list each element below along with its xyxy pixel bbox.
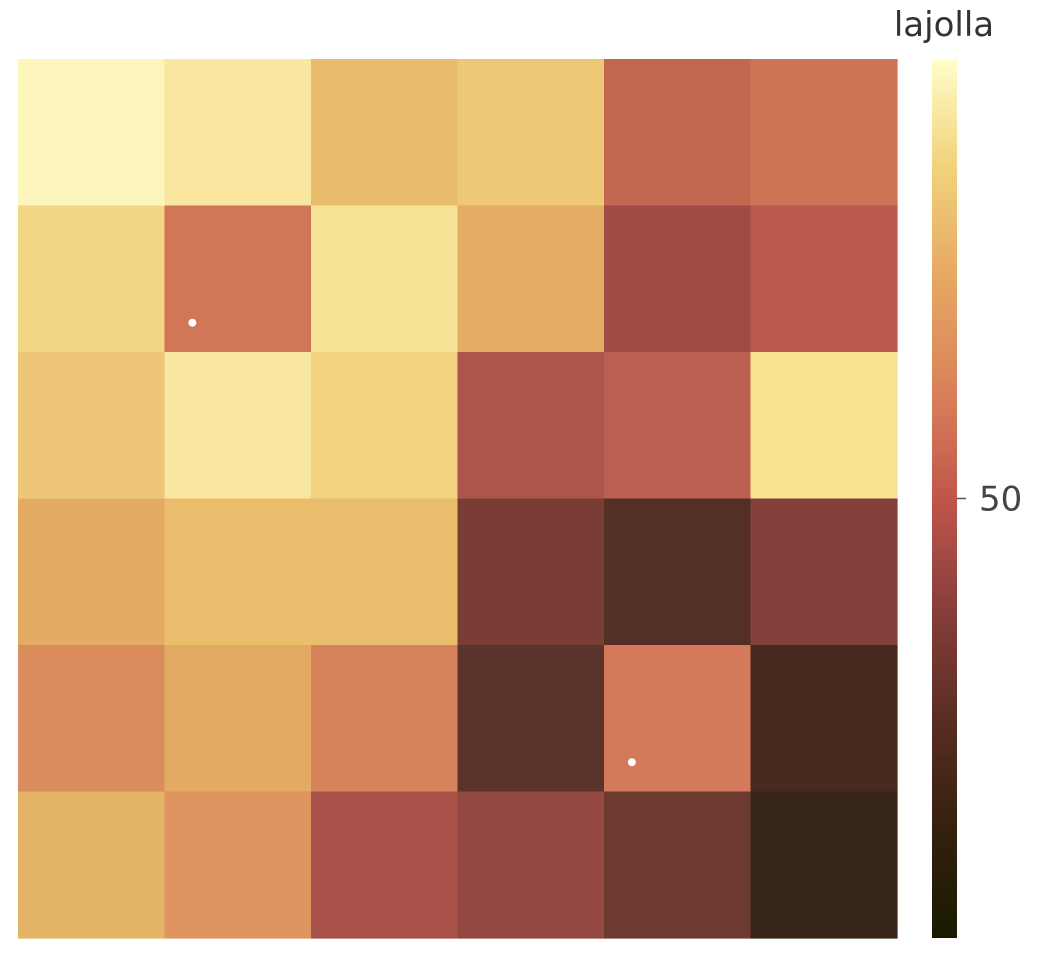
- heatmap-cell-r3-c4: [604, 498, 752, 646]
- heatmap-cell-r0-c2: [311, 59, 459, 207]
- heatmap-cell-r3-c0: [18, 498, 166, 646]
- heatmap-cell-r4-c1: [164, 645, 312, 793]
- heatmap-cell-r5-c0: [18, 791, 166, 939]
- heatmap-cell-r2-c2: [311, 352, 459, 500]
- heatmap-cell-r4-c4: [604, 645, 752, 793]
- heatmap-cell-r4-c0: [18, 645, 166, 793]
- heatmap-cell-r2-c4: [604, 352, 752, 500]
- heatmap-cell-r2-c1: [164, 352, 312, 500]
- heatmap-cell-r3-c2: [311, 498, 459, 646]
- heatmap-cell-r0-c0: [18, 59, 166, 207]
- heatmap-cell-r4-c3: [457, 645, 605, 793]
- heatmap-cell-r1-c0: [18, 205, 166, 353]
- colorbar-ticks: 50: [957, 480, 1022, 520]
- heatmap-cell-r5-c3: [457, 791, 605, 939]
- colorbar-tick-label-0: 50: [979, 480, 1022, 520]
- heatmap-cell-r0-c5: [750, 59, 898, 207]
- heatmap-cell-r4-c5: [750, 645, 898, 793]
- heatmap-cell-r2-c0: [18, 352, 166, 500]
- heatmap-cell-r0-c1: [164, 59, 312, 207]
- heatmap-cell-r2-c5: [750, 352, 898, 500]
- heatmap-cell-r5-c4: [604, 791, 752, 939]
- heatmap-cell-r3-c5: [750, 498, 898, 646]
- heatmap-cell-r1-c3: [457, 205, 605, 353]
- heatmap-marker-0: [188, 318, 197, 327]
- heatmap-cell-r0-c4: [604, 59, 752, 207]
- heatmap-marker-1: [627, 758, 636, 767]
- heatmap-cell-r4-c2: [311, 645, 459, 793]
- heatmap-cell-r3-c1: [164, 498, 312, 646]
- heatmap-markers: [188, 318, 636, 767]
- heatmap-cell-r5-c2: [311, 791, 459, 939]
- heatmap-cell-r1-c2: [311, 205, 459, 353]
- heatmap-cells: [18, 59, 898, 939]
- heatmap-cell-r2-c3: [457, 352, 605, 500]
- heatmap-cell-r3-c3: [457, 498, 605, 646]
- colorbar-title: lajolla: [894, 5, 994, 45]
- heatmap-cell-r1-c4: [604, 205, 752, 353]
- heatmap-cell-r5-c5: [750, 791, 898, 939]
- colorbar: lajolla 50: [894, 5, 1022, 938]
- heatmap-cell-r1-c5: [750, 205, 898, 353]
- heatmap-cell-r1-c1: [164, 205, 312, 353]
- heatmap-cell-r0-c3: [457, 59, 605, 207]
- colorbar-gradient: [932, 59, 957, 938]
- heatmap-cell-r5-c1: [164, 791, 312, 939]
